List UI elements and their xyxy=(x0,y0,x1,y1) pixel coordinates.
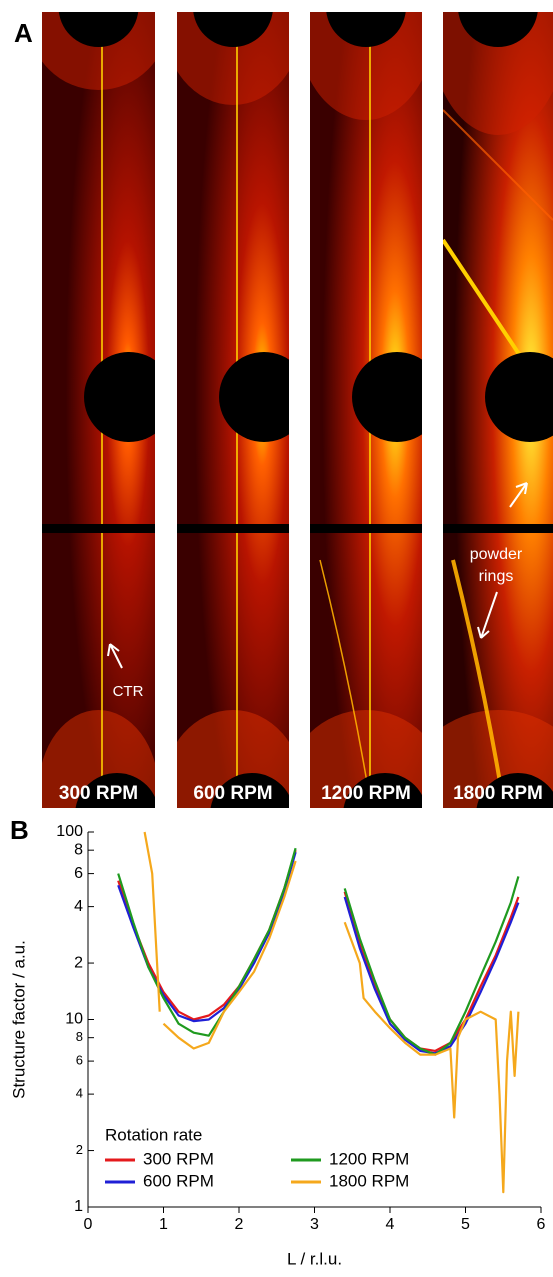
y-axis-label: Structure factor / a.u. xyxy=(9,940,28,1099)
y-tick-label: 10 xyxy=(65,1011,83,1028)
series-line xyxy=(118,848,518,1054)
image-label: 1200 RPM xyxy=(321,783,411,804)
legend-label: 1200 RPM xyxy=(329,1149,409,1168)
x-tick-label: 5 xyxy=(461,1216,470,1233)
gap-band xyxy=(42,524,155,533)
y-tick-label: 2 xyxy=(76,1142,83,1157)
legend-title: Rotation rate xyxy=(105,1125,202,1144)
y-tick-label: 6 xyxy=(76,1053,83,1068)
x-tick-label: 1 xyxy=(159,1216,168,1233)
y-tick-label: 100 xyxy=(56,823,83,840)
legend-label: 300 RPM xyxy=(143,1149,214,1168)
x-tick-label: 4 xyxy=(386,1216,395,1233)
y-tick-label: 1 xyxy=(74,1198,83,1215)
annotation: CTR xyxy=(113,683,144,700)
image-label: 300 RPM xyxy=(59,783,138,804)
legend-label: 1800 RPM xyxy=(329,1171,409,1190)
panel-label: A xyxy=(14,18,33,48)
y-tick-label: 4 xyxy=(76,1086,83,1101)
beamstop xyxy=(84,352,174,442)
y-tick-label: 6 xyxy=(74,865,83,882)
detector-image xyxy=(286,0,446,870)
series-line xyxy=(118,850,518,1051)
beamstop xyxy=(352,352,442,442)
beamstop xyxy=(219,352,309,442)
panel-label: B xyxy=(10,815,29,845)
annotation: rings xyxy=(479,568,514,585)
detector-image xyxy=(29,0,175,870)
y-tick-label: 4 xyxy=(74,898,83,915)
y-tick-label: 8 xyxy=(74,841,83,858)
gap-band xyxy=(443,524,553,533)
y-tick-label: 2 xyxy=(74,954,83,971)
y-tick-label: 8 xyxy=(76,1029,83,1044)
annotation: powder xyxy=(470,546,523,563)
gap-band xyxy=(310,524,422,533)
image-label: 600 RPM xyxy=(193,783,272,804)
detector-image xyxy=(163,0,309,870)
x-tick-label: 2 xyxy=(235,1216,244,1233)
gap-band xyxy=(177,524,289,533)
x-tick-label: 6 xyxy=(537,1216,546,1233)
panel-a: 300 RPM 600 RPM 1200 RPM 1800 RPM CTR powder r… xyxy=(29,0,553,870)
x-axis-label: L / r.l.u. xyxy=(287,1249,342,1268)
x-tick-label: 3 xyxy=(310,1216,319,1233)
image-label: 1800 RPM xyxy=(453,783,543,804)
legend-label: 600 RPM xyxy=(143,1171,214,1190)
detector-image xyxy=(408,0,553,870)
x-tick-label: 0 xyxy=(84,1216,93,1233)
